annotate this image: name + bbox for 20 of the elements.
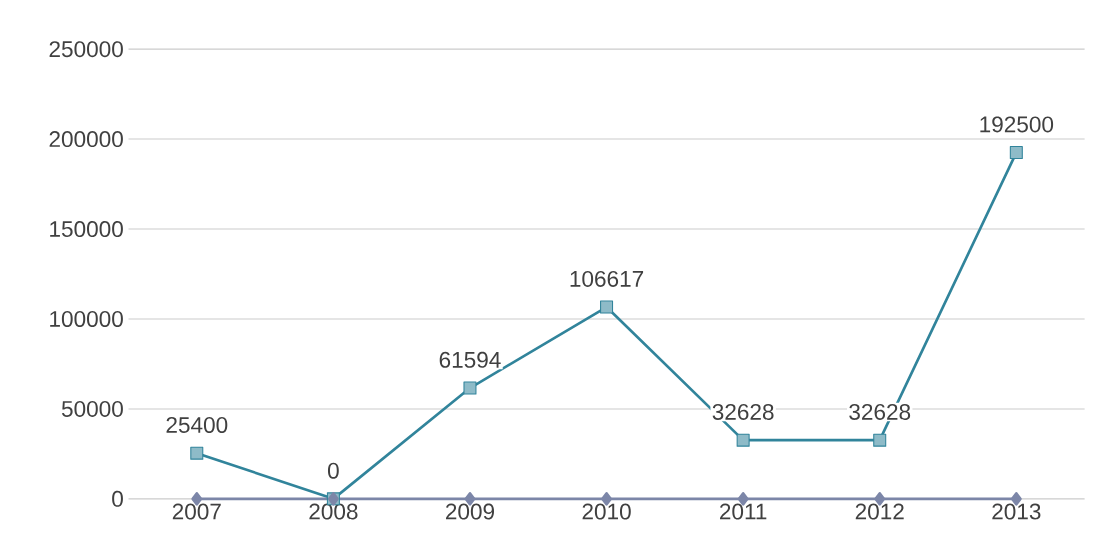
x-tick-label: 2013 xyxy=(992,503,1041,520)
data-label: 25400 xyxy=(166,417,228,434)
data-label: 32628 xyxy=(712,404,774,421)
y-tick-label: 250000 xyxy=(49,41,123,58)
data-label: 192500 xyxy=(980,116,1054,133)
y-tick-label: 50000 xyxy=(61,400,123,417)
x-tick-label: 2011 xyxy=(720,503,767,520)
data-label: 61594 xyxy=(439,351,501,368)
x-tick-label: 2008 xyxy=(309,503,358,520)
x-tick-label: 2007 xyxy=(172,503,221,520)
y-tick-label: 0 xyxy=(112,490,123,507)
y-tick-label: 100000 xyxy=(50,311,123,328)
data-label: 0 xyxy=(327,462,339,479)
data-label: 32628 xyxy=(849,404,911,421)
y-tick-label: 200000 xyxy=(49,131,123,148)
x-tick-label: 2012 xyxy=(855,503,904,520)
x-tick-label: 2009 xyxy=(446,503,495,520)
y-tick-label: 150000 xyxy=(50,221,123,238)
x-tick-label: 2010 xyxy=(582,503,631,520)
data-label: 106617 xyxy=(570,270,644,287)
